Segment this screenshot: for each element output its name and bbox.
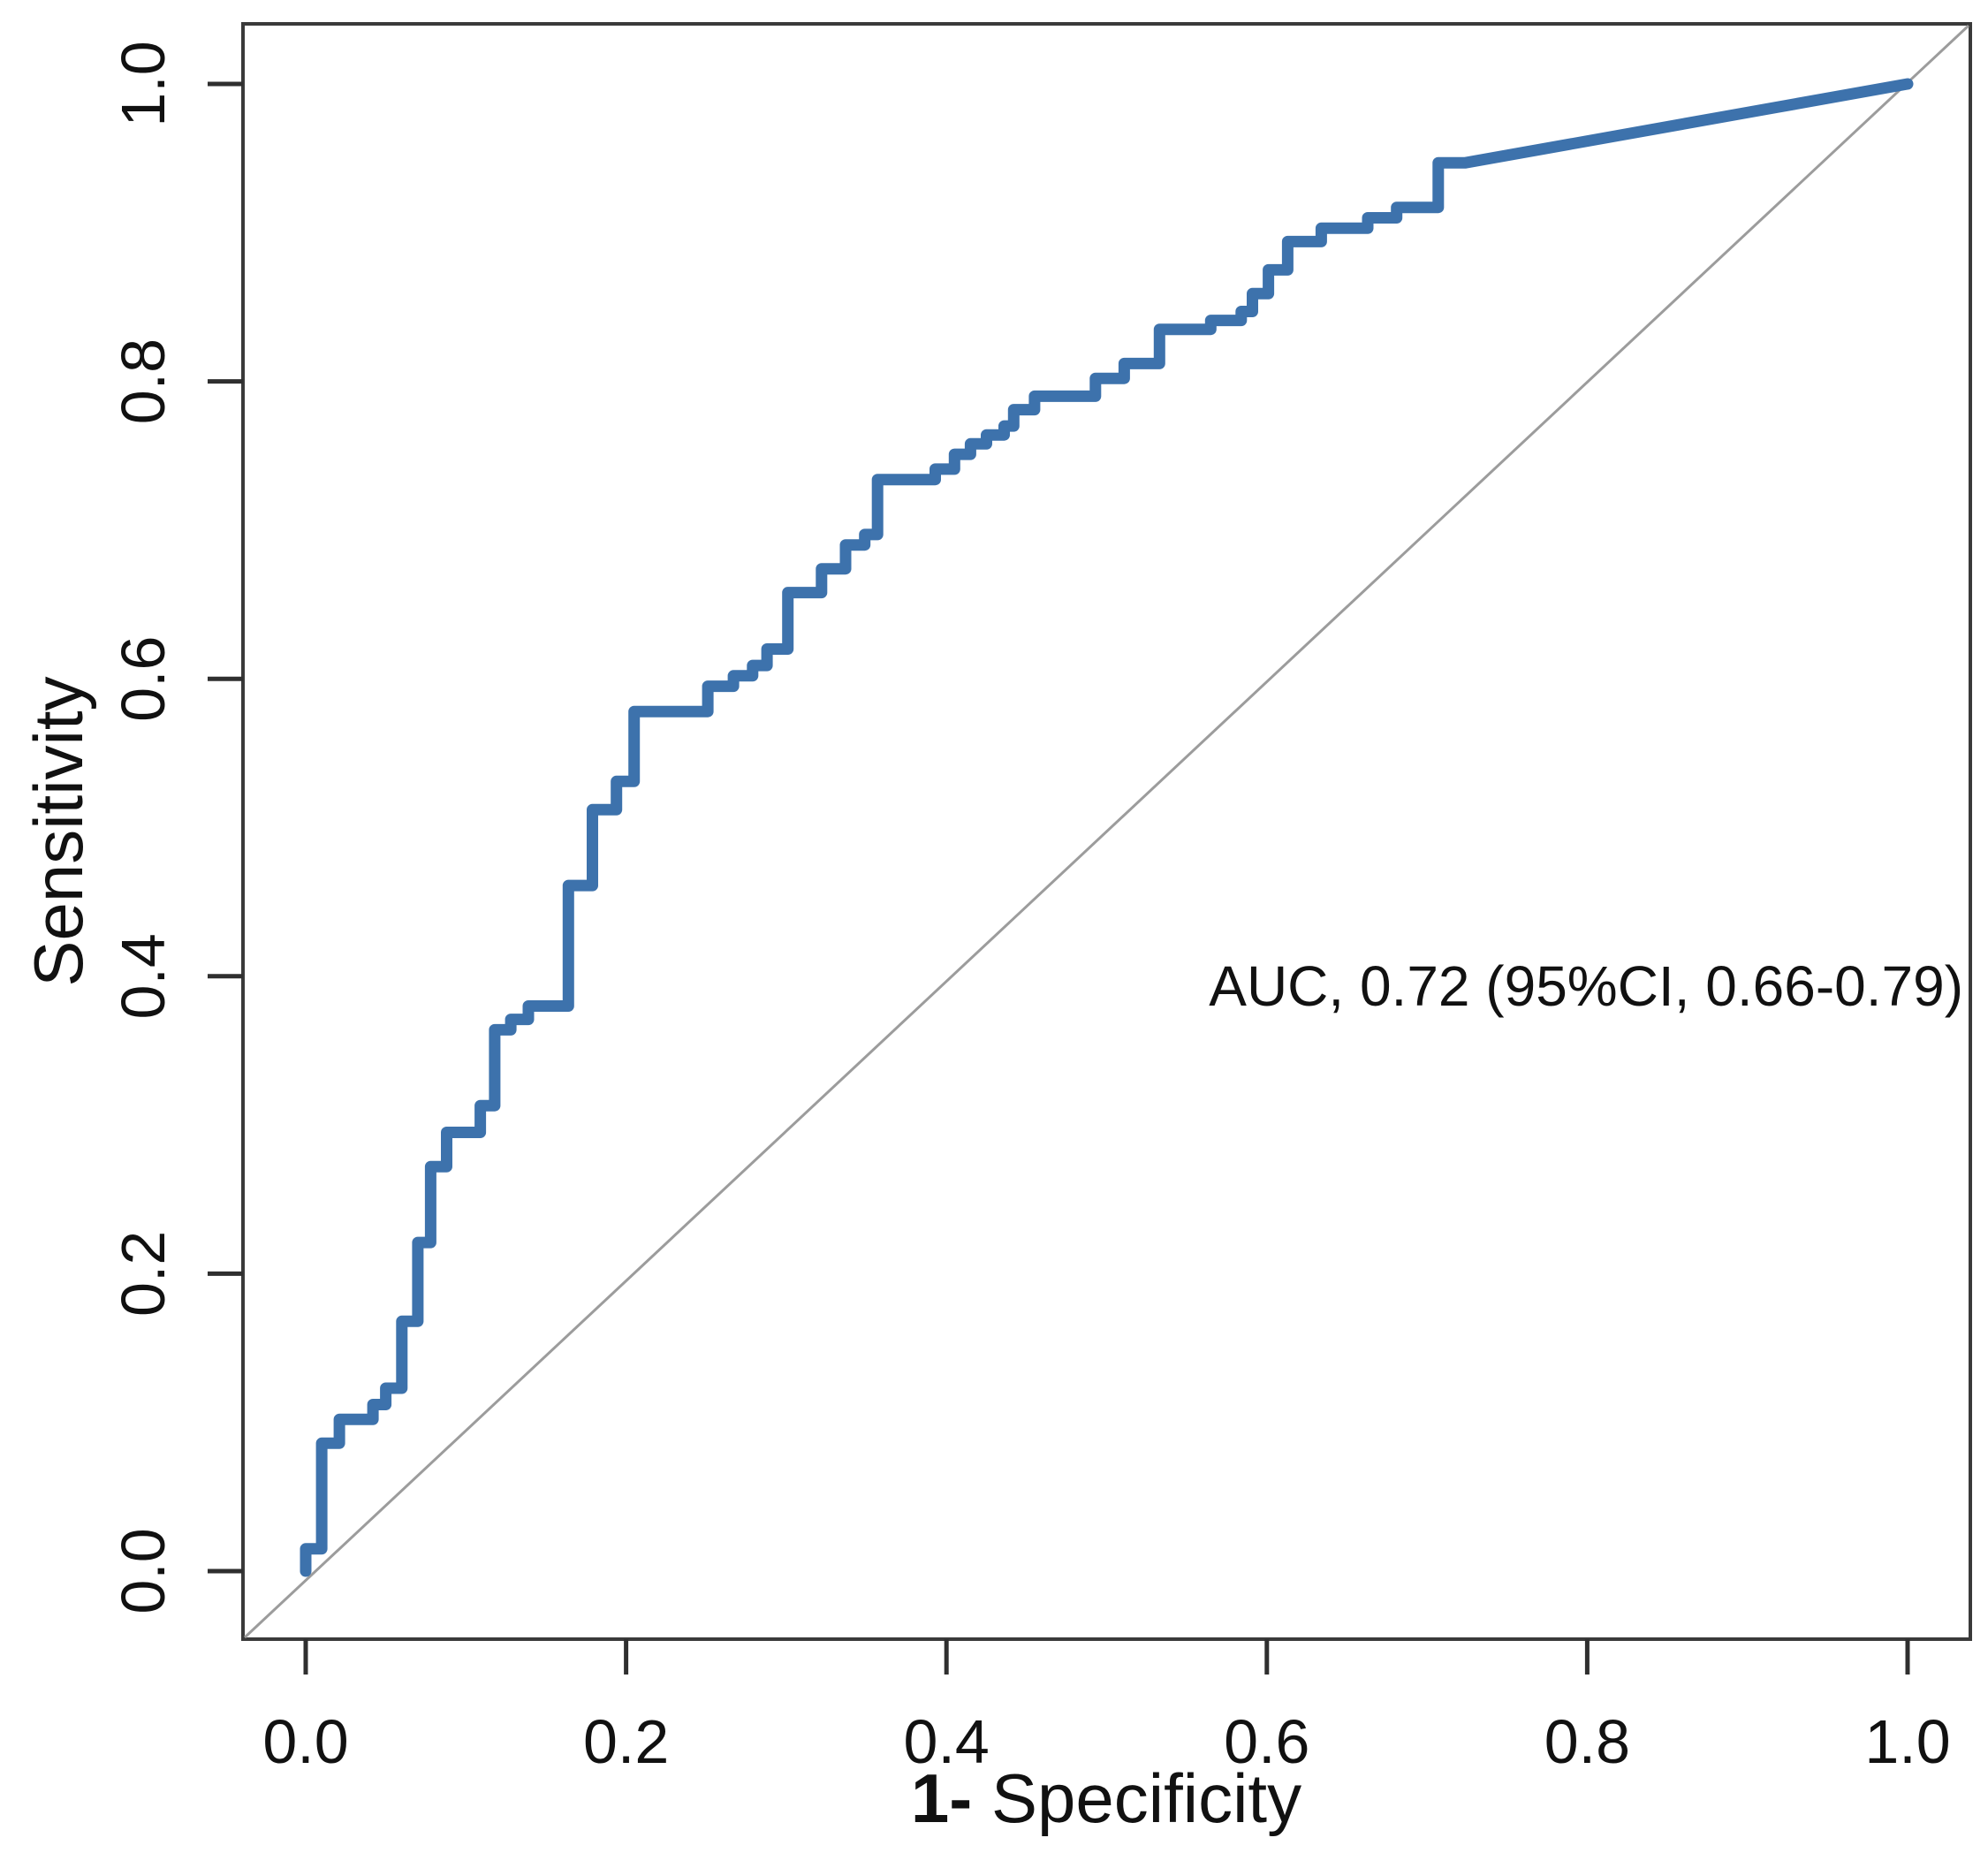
y-tick-label: 0.6 [109, 636, 178, 722]
y-tick-label: 1.0 [109, 41, 178, 126]
roc-curve-group [300, 78, 1914, 1577]
y-axis-title: Sensitivity [19, 676, 97, 986]
y-tick-label: 0.2 [109, 1231, 178, 1317]
y-axis-ticks-group: 0.0 0.2 0.4 0.6 0.8 1.0 [109, 41, 243, 1614]
x-tick-label: 0.0 [262, 1707, 348, 1776]
x-tick-label: 1.0 [1864, 1707, 1950, 1776]
reference-diagonal-line [243, 24, 1970, 1639]
x-tick-label: 0.2 [583, 1707, 669, 1776]
x-axis-title-bold-part: 1- [911, 1759, 972, 1837]
y-tick-label: 0.4 [109, 933, 178, 1019]
x-tick-label: 0.8 [1544, 1707, 1630, 1776]
y-tick-label: 0.0 [109, 1528, 178, 1614]
reference-diagonal-group [243, 24, 1970, 1639]
x-axis-title-regular-part: Specificity [972, 1759, 1301, 1837]
x-tick-label: 0.4 [904, 1707, 990, 1776]
auc-annotation: AUC, 0.72 (95%CI, 0.66-0.79) [1209, 954, 1963, 1018]
roc-curve-line [300, 78, 1914, 1577]
y-tick-label: 0.8 [109, 338, 178, 424]
x-axis-title: 1- Specificity [911, 1759, 1301, 1837]
x-tick-label: 0.6 [1224, 1707, 1309, 1776]
plot-box-border [241, 22, 1972, 1641]
x-axis-ticks-group: 0.0 0.2 0.4 0.6 0.8 1.0 [262, 1639, 1951, 1776]
